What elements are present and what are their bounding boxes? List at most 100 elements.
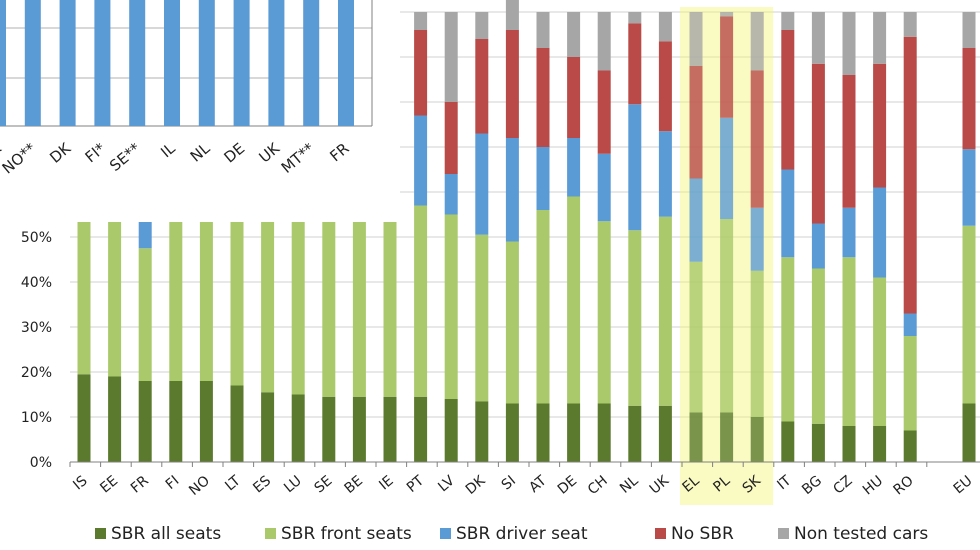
bar-ro-no-sbr [903, 36, 917, 314]
legend-item-sbr-front-seats: SBR front seats [265, 524, 412, 544]
bar-de-sbr-front-seats [567, 196, 581, 404]
y-tick-label: 50% [21, 230, 52, 246]
bar-hu-sbr-driver-seat [873, 187, 887, 278]
legend-swatch [655, 528, 666, 539]
bar-fr-sbr-driver-seat [138, 221, 152, 249]
bar-el-sbr-driver-seat [689, 178, 703, 262]
bar-bg-sbr-front-seats [811, 268, 825, 424]
bar-cz-non-tested-cars [842, 12, 856, 75]
bar-pt-no-sbr [414, 30, 428, 116]
bar-el-sbr-all-seats [689, 412, 703, 462]
bar-de-sbr-all-seats [567, 403, 581, 462]
inset-bar-dk [59, 0, 76, 126]
x-tick-label: LU [281, 473, 305, 496]
bar-eu-no-sbr [962, 48, 976, 150]
bar-pl-sbr-all-seats [720, 412, 734, 462]
bar-at-non-tested-cars [536, 12, 550, 48]
inset-bar-de [233, 0, 250, 126]
inset-bar-nl [198, 0, 215, 126]
bar-it-sbr-all-seats [781, 421, 795, 462]
bar-pt-sbr-driver-seat [414, 115, 428, 206]
y-tick-label: 40% [21, 275, 52, 291]
bar-ee-sbr-all-seats [108, 376, 122, 462]
x-tick-label: DE [555, 473, 580, 498]
x-tick-label: IE [376, 473, 396, 494]
bar-at-sbr-all-seats [536, 403, 550, 462]
x-tick-label: EE [97, 473, 121, 497]
x-tick-label: PT [404, 473, 428, 496]
legend-swatch [265, 528, 276, 539]
legend-item-no-sbr: No SBR [655, 524, 734, 544]
x-tick-label: ES [250, 473, 274, 497]
bar-lv-sbr-front-seats [444, 214, 458, 399]
bar-cz-sbr-all-seats [842, 426, 856, 462]
bar-ch-sbr-driver-seat [597, 153, 611, 222]
bar-eu-non-tested-cars [962, 12, 976, 48]
bar-cz-no-sbr [842, 75, 856, 208]
bar-cz-sbr-front-seats [842, 257, 856, 426]
bar-uk-sbr-driver-seat [658, 131, 672, 217]
legend-label: SBR front seats [281, 524, 412, 544]
bar-eu-sbr-driver-seat [962, 149, 976, 226]
legend-label: SBR all seats [111, 524, 221, 544]
y-tick-label: 10% [21, 410, 52, 426]
bar-lu-sbr-all-seats [291, 394, 305, 462]
bar-pl-sbr-driver-seat [720, 117, 734, 219]
bar-de-non-tested-cars [567, 12, 581, 57]
bar-nl-sbr-all-seats [628, 405, 642, 462]
bar-si-non-tested-cars [505, 0, 519, 30]
legend-swatch [778, 528, 789, 539]
legend-swatch [440, 528, 451, 539]
bar-lv-sbr-all-seats [444, 399, 458, 462]
bar-si-sbr-driver-seat [505, 138, 519, 242]
bar-el-no-sbr [689, 66, 703, 179]
bar-lv-no-sbr [444, 102, 458, 174]
x-tick-label: AT [526, 473, 550, 496]
bar-pl-no-sbr [720, 16, 734, 118]
bar-fi-sbr-all-seats [169, 381, 183, 462]
bar-de-sbr-driver-seat [567, 138, 581, 197]
bar-hu-non-tested-cars [873, 12, 887, 64]
bar-hu-sbr-all-seats [873, 426, 887, 462]
bar-ch-sbr-front-seats [597, 221, 611, 404]
bar-ch-no-sbr [597, 70, 611, 154]
bar-lv-non-tested-cars [444, 12, 458, 102]
bar-eu-sbr-all-seats [962, 403, 976, 462]
inset-bar-il [164, 0, 180, 126]
bar-si-sbr-all-seats [505, 403, 519, 462]
bar-bg-no-sbr [811, 63, 825, 224]
x-tick-label: IT [774, 473, 794, 494]
bar-el-sbr-front-seats [689, 261, 703, 413]
x-tick-label: CZ [830, 473, 855, 498]
bar-nl-sbr-front-seats [628, 230, 642, 406]
bar-ro-non-tested-cars [903, 12, 917, 37]
bar-si-no-sbr [505, 30, 519, 138]
bar-pt-non-tested-cars [414, 12, 428, 30]
bar-it-sbr-front-seats [781, 257, 795, 422]
bar-ch-non-tested-cars [597, 12, 611, 71]
bar-lv-sbr-driver-seat [444, 174, 458, 215]
bar-dk-non-tested-cars [475, 12, 489, 39]
legend-label: No SBR [671, 524, 734, 544]
inset-bar-no [24, 0, 41, 126]
legend-label: SBR driver seat [456, 524, 588, 544]
bar-pt-sbr-front-seats [414, 205, 428, 397]
inset-bar-fi [94, 0, 111, 126]
bar-uk-no-sbr [658, 41, 672, 132]
x-tick-label: CH [585, 473, 611, 498]
x-tick-label: DK [463, 472, 489, 498]
bar-at-sbr-front-seats [536, 210, 550, 404]
bar-bg-non-tested-cars [811, 12, 825, 64]
legend-label: Non tested cars [794, 524, 928, 544]
y-tick-label: 20% [21, 365, 52, 381]
x-tick-label: FI [163, 473, 183, 493]
bar-fr-sbr-all-seats [138, 381, 152, 462]
bar-ie-sbr-all-seats [383, 396, 397, 462]
bar-se-sbr-all-seats [322, 396, 336, 462]
y-tick-label: 30% [21, 320, 52, 336]
bar-sk-sbr-front-seats [750, 270, 764, 417]
y-tick-label: 0% [30, 455, 52, 471]
x-tick-label: NO [186, 473, 213, 499]
legend-item-sbr-driver-seat: SBR driver seat [440, 524, 588, 544]
bar-is-sbr-all-seats [77, 374, 91, 462]
